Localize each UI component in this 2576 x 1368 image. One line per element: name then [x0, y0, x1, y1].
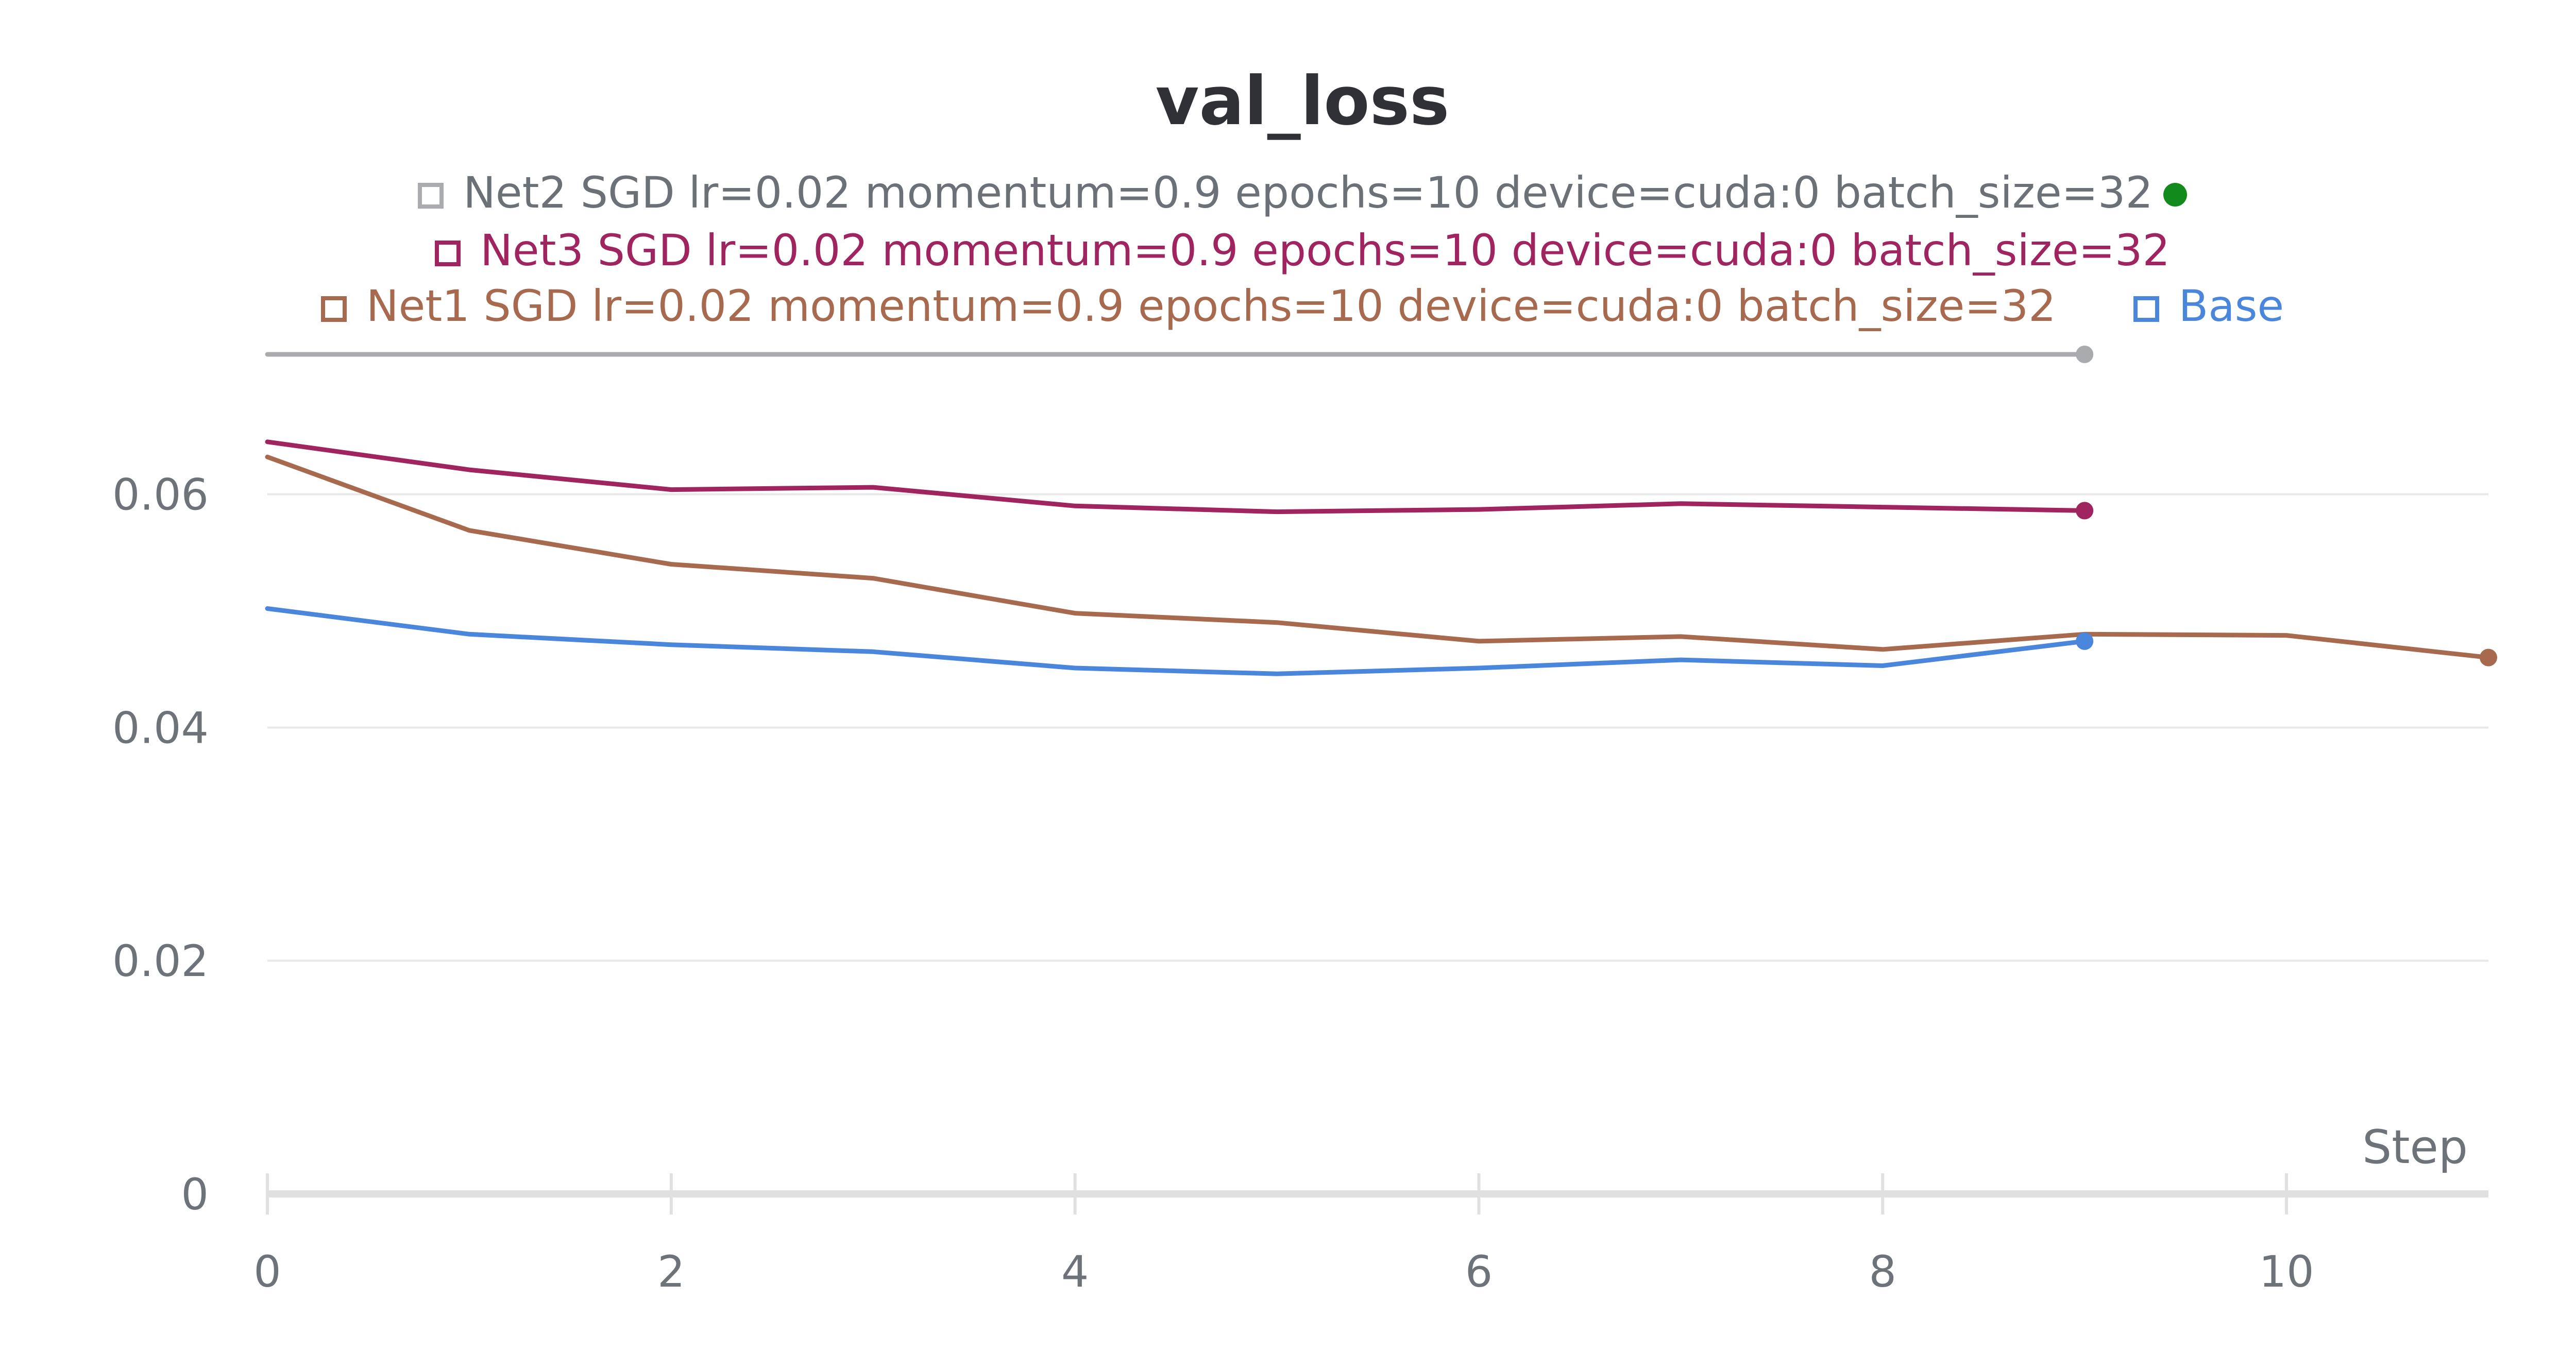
series-end-marker-0 [2076, 346, 2094, 363]
y-tick-label: 0.04 [112, 703, 209, 753]
legend-swatch-net2 [418, 183, 444, 209]
legend-row-3: Net1 SGD lr=0.02 momentum=0.9 epochs=10 … [0, 278, 2576, 334]
x-tick-label: 2 [657, 1246, 685, 1297]
legend-swatch-base [2133, 296, 2159, 322]
legend-item-base[interactable]: Base [2133, 278, 2284, 334]
chart-title: val_loss [1155, 62, 1450, 140]
series-end-marker-1 [2076, 502, 2094, 520]
series-line-2 [265, 454, 2491, 660]
legend-label-net2: Net2 SGD lr=0.02 momentum=0.9 epochs=10 … [463, 167, 2153, 218]
x-tick-label: 10 [2259, 1246, 2314, 1297]
legend-item-net2[interactable]: Net2 SGD lr=0.02 momentum=0.9 epochs=10 … [418, 165, 2187, 220]
x-tick-label: 6 [1465, 1246, 1493, 1297]
legend-item-net3[interactable]: Net3 SGD lr=0.02 momentum=0.9 epochs=10 … [435, 223, 2170, 278]
x-axis-label: Step [2362, 1120, 2468, 1174]
y-tick-label: 0.06 [112, 470, 209, 520]
legend-row-1: Net2 SGD lr=0.02 momentum=0.9 epochs=10 … [0, 165, 2576, 220]
y-tick-label: 0 [181, 1169, 209, 1220]
status-dot-icon [2163, 183, 2187, 207]
legend-label-base: Base [2178, 281, 2284, 331]
legend-swatch-net1 [320, 296, 347, 322]
x-tick-label: 0 [253, 1246, 281, 1297]
y-tick-label: 0.02 [112, 936, 209, 986]
series-line-3 [265, 606, 2087, 676]
legend-label-net1: Net1 SGD lr=0.02 momentum=0.9 epochs=10 … [366, 281, 2056, 331]
series-end-marker-3 [2076, 632, 2094, 650]
x-tick-label: 4 [1061, 1246, 1089, 1297]
legend-swatch-net3 [435, 241, 461, 266]
legend-item-net1[interactable]: Net1 SGD lr=0.02 momentum=0.9 epochs=10 … [320, 278, 2056, 334]
series-line-1 [265, 439, 2087, 515]
legend-label-net3: Net3 SGD lr=0.02 momentum=0.9 epochs=10 … [480, 225, 2170, 276]
x-tick-label: 8 [1869, 1246, 1896, 1297]
legend-row-2: Net3 SGD lr=0.02 momentum=0.9 epochs=10 … [0, 223, 2576, 278]
series-end-marker-2 [2480, 648, 2497, 666]
